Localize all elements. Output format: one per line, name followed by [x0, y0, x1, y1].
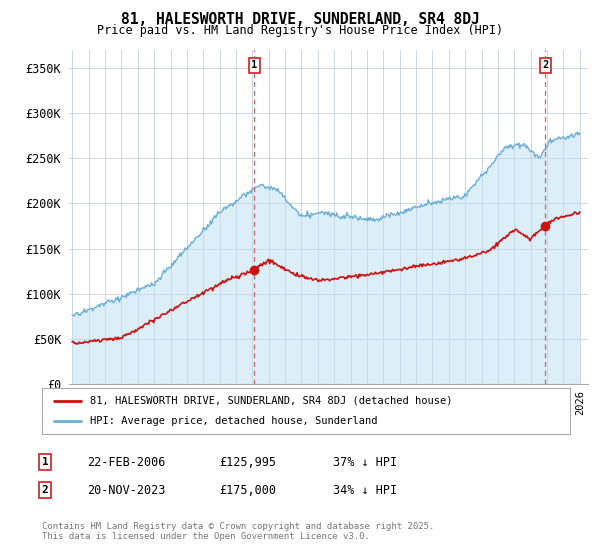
- Text: 81, HALESWORTH DRIVE, SUNDERLAND, SR4 8DJ (detached house): 81, HALESWORTH DRIVE, SUNDERLAND, SR4 8D…: [89, 396, 452, 406]
- Text: 1: 1: [41, 457, 49, 467]
- Text: £175,000: £175,000: [219, 483, 276, 497]
- Text: 34% ↓ HPI: 34% ↓ HPI: [333, 483, 397, 497]
- Text: Price paid vs. HM Land Registry's House Price Index (HPI): Price paid vs. HM Land Registry's House …: [97, 24, 503, 36]
- Text: 20-NOV-2023: 20-NOV-2023: [87, 483, 166, 497]
- Text: £125,995: £125,995: [219, 455, 276, 469]
- Text: Contains HM Land Registry data © Crown copyright and database right 2025.
This d: Contains HM Land Registry data © Crown c…: [42, 522, 434, 542]
- Text: 81, HALESWORTH DRIVE, SUNDERLAND, SR4 8DJ: 81, HALESWORTH DRIVE, SUNDERLAND, SR4 8D…: [121, 12, 479, 27]
- Text: 1: 1: [251, 60, 257, 71]
- Text: 22-FEB-2006: 22-FEB-2006: [87, 455, 166, 469]
- Text: HPI: Average price, detached house, Sunderland: HPI: Average price, detached house, Sund…: [89, 416, 377, 426]
- Text: 2: 2: [542, 60, 548, 71]
- Text: 2: 2: [41, 485, 49, 495]
- Text: 37% ↓ HPI: 37% ↓ HPI: [333, 455, 397, 469]
